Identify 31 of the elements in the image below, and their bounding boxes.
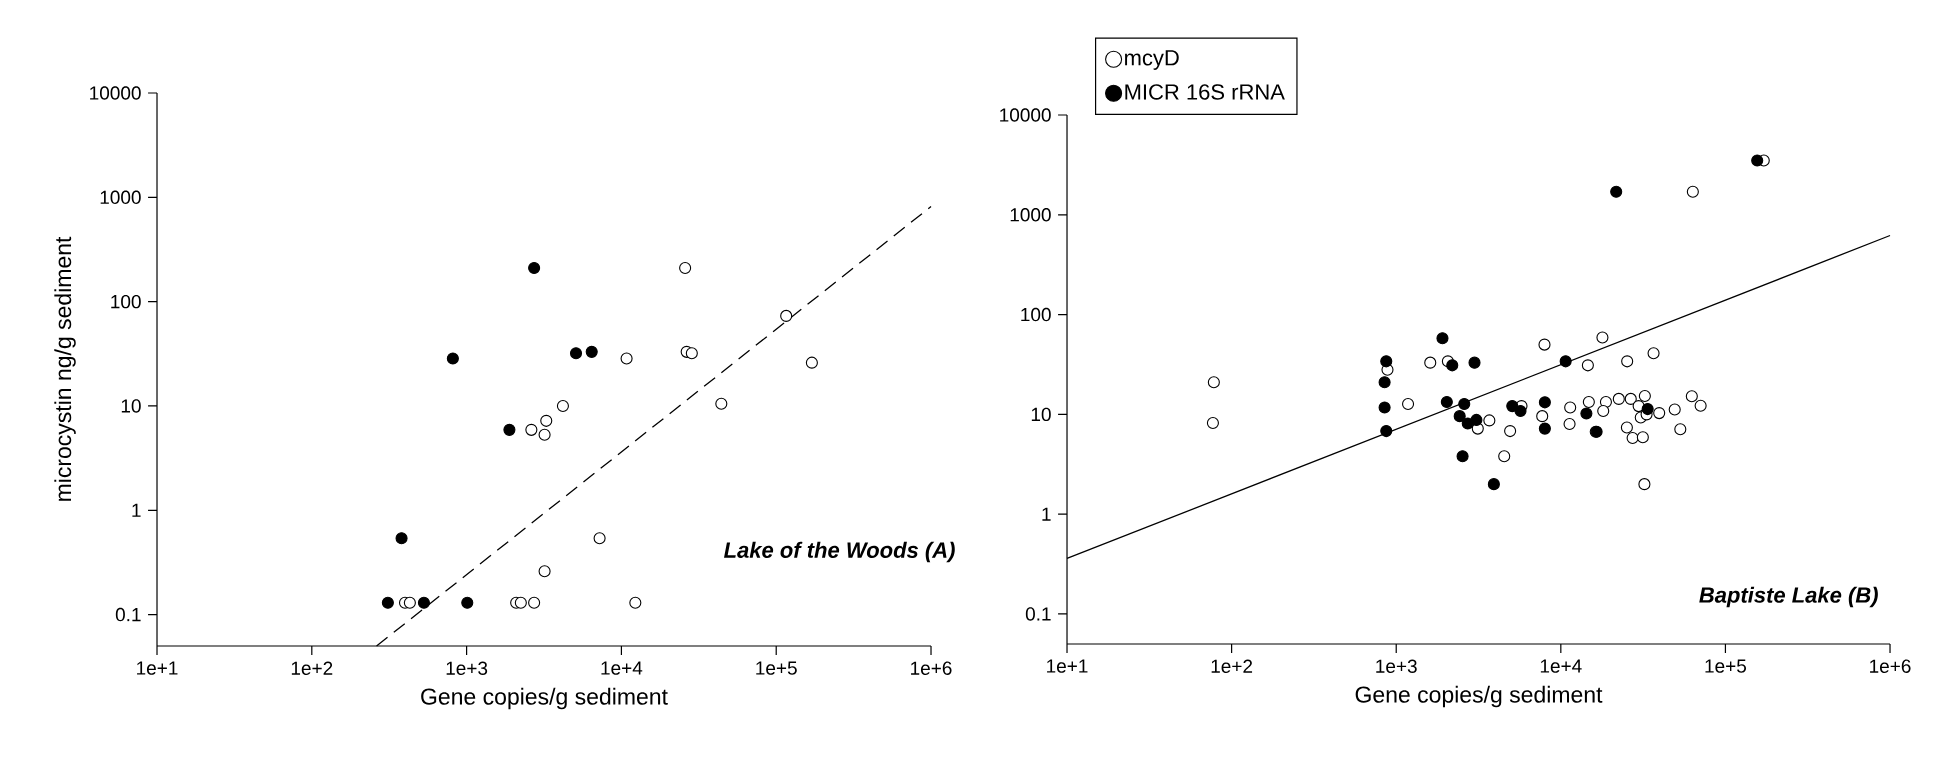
y-axis-title: microcystin ng/g sediment bbox=[54, 236, 76, 501]
x-tick-label: 1e+4 bbox=[1540, 659, 1582, 673]
y-tick-label: 1 bbox=[1042, 507, 1051, 521]
x-tick-label: 1e+2 bbox=[1211, 659, 1253, 673]
y-tick-label: 10000 bbox=[90, 86, 141, 100]
y-tick-label: 1 bbox=[132, 503, 141, 517]
x-tick-label: 1e+6 bbox=[1870, 659, 1911, 673]
x-tick-label: 1e+5 bbox=[1705, 659, 1747, 673]
annotation: Lake of the Woods (A) bbox=[724, 541, 955, 563]
x-tick-label: 1e+3 bbox=[446, 661, 488, 675]
x-tick-label: 1e+1 bbox=[1047, 659, 1088, 673]
y-tick-label: 0.1 bbox=[115, 607, 141, 622]
y-tick-label: 0.1 bbox=[1025, 607, 1051, 621]
x-tick-label: 1e+4 bbox=[601, 661, 643, 675]
x-tick-label: 1e+6 bbox=[911, 661, 952, 675]
y-tick-label: 10 bbox=[121, 399, 141, 413]
y-tick-label: 100 bbox=[111, 294, 141, 309]
x-axis-title: Gene copies/g sediment bbox=[1355, 685, 1603, 708]
legend-label: mcyD bbox=[1125, 50, 1179, 70]
x-tick-label: 1e+3 bbox=[1376, 659, 1417, 673]
annotation: Baptiste Lake (B) bbox=[1699, 586, 1878, 608]
x-tick-label: 1e+5 bbox=[756, 661, 797, 675]
y-tick-label: 10 bbox=[1031, 407, 1051, 422]
x-axis-title: Gene copies/g sediment bbox=[421, 687, 668, 710]
y-tick-label: 1000 bbox=[1010, 208, 1051, 222]
y-tick-label: 1000 bbox=[100, 190, 141, 205]
legend-label: MICR 16S rRNA bbox=[1125, 84, 1285, 100]
y-tick-label: 100 bbox=[1021, 307, 1051, 322]
x-tick-label: 1e+1 bbox=[137, 661, 178, 675]
x-tick-label: 1e+2 bbox=[291, 661, 333, 675]
y-tick-label: 10000 bbox=[1000, 108, 1051, 122]
